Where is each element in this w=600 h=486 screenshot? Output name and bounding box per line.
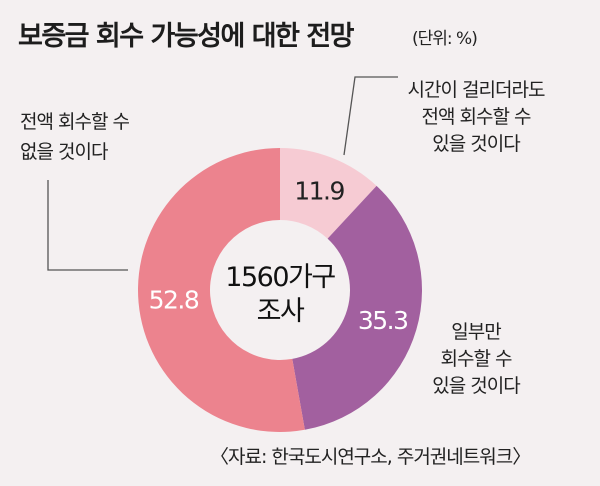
value-labels: 11.9 35.3 52.8 [149, 176, 409, 335]
value-label-0: 11.9 [294, 176, 344, 205]
chart-title: 보증금 회수 가능성에 대한 전망 [18, 21, 355, 52]
category-label-0: 시간이 걸리더라도 전액 회수할 수 있을 것이다 [408, 79, 545, 155]
leader-lines [47, 76, 398, 271]
slice-2 [137, 148, 305, 432]
leader-line-2 [47, 180, 128, 271]
slice-1 [292, 185, 422, 430]
center-label: 1560가구 조사 [225, 262, 337, 327]
slice-0 [280, 148, 377, 239]
leader-line-0 [343, 76, 398, 156]
center-text: 1560가구 조사 [225, 262, 335, 327]
category-label-1: 일부만 회수할 수 있을 것이다 [432, 321, 520, 397]
value-label-1: 35.3 [358, 306, 408, 335]
unit-label: (단위: %) [412, 29, 478, 49]
source-note: 〈자료: 한국도시연구소, 주거권네트워크〉 [210, 446, 531, 468]
category-label-2: 전액 회수할 수 없을 것이다 [20, 111, 129, 163]
value-label-2: 52.8 [149, 285, 199, 314]
donut-slices [137, 148, 422, 432]
